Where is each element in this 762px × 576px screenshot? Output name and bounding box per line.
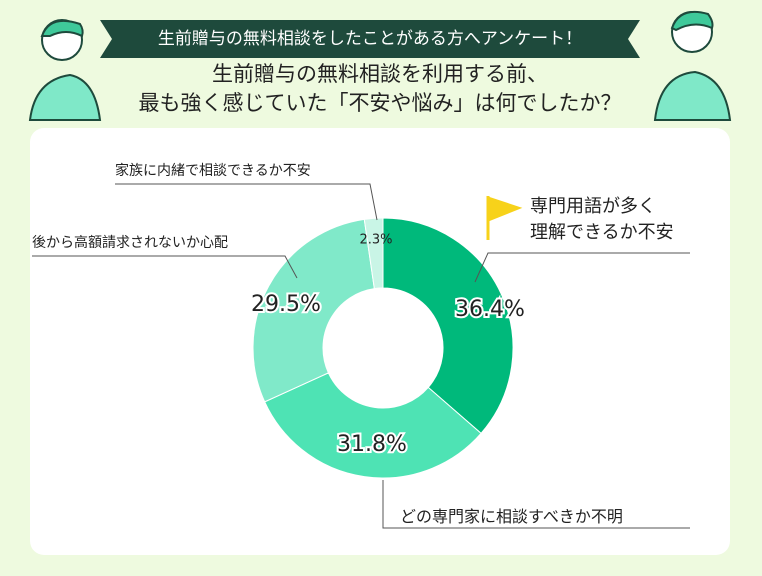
banner-bg [100,20,640,58]
value-label: 29.5% [251,292,321,317]
slice [382,217,514,435]
person-left [28,19,102,121]
category-label: どの専門家に相談すべきか不明 [400,507,623,526]
value-label: 2.3% [359,233,392,248]
flag-icon [486,195,523,240]
slice [363,217,384,290]
chart-title: 生前贈与の無料相談を利用する前、 最も強く感じていた「不安や悩み」は何でしたか？ [138,62,622,115]
leader-line [32,255,298,279]
banner: 生前贈与の無料相談をしたことがある方へアンケート！ [157,29,583,49]
value-label: 31.8% [337,432,407,457]
value-label: 36.4% [455,297,525,322]
leader-line [382,480,690,529]
leader-line [474,252,690,283]
person-right [653,10,732,121]
category-label: 後から高額請求されないか心配 [32,235,228,251]
leader-line [115,183,378,221]
slice [252,218,375,403]
category-label: 専門用語が多く 理解できるか不安 [530,196,674,243]
panel [30,128,730,555]
category-label: 家族に内緒で相談できるか不安 [115,163,311,179]
slice [264,372,482,479]
